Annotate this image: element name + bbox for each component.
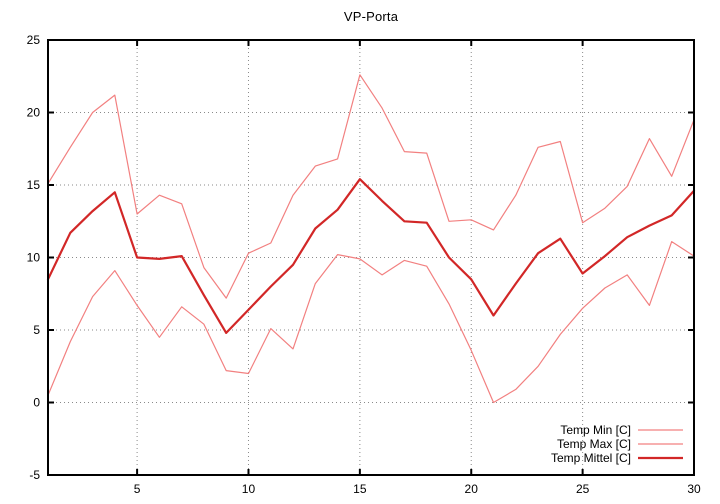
legend-label: Temp Min [C] [560,423,631,437]
x-tick-label: 10 [242,482,256,496]
y-tick-label: 25 [27,33,41,47]
series-line-temp-min-c [47,241,695,404]
legend-label: Temp Max [C] [557,437,631,451]
x-tick-label: 30 [687,482,701,496]
x-tick-label: 15 [353,482,367,496]
y-tick-label: 15 [27,178,41,192]
y-tick-label: 10 [27,251,41,265]
y-tick-label: 20 [27,106,41,120]
chart-title: VP-Porta [343,9,399,24]
series-line-temp-max-c [47,74,695,299]
x-tick-label: 20 [465,482,479,496]
series-line-temp-mittel-c [46,178,696,334]
y-tick-label: 0 [33,396,40,410]
x-tick-label: 5 [134,482,141,496]
y-tick-label: -5 [29,468,40,482]
x-tick-label: 25 [576,482,590,496]
legend-label: Temp Mittel [C] [551,451,631,465]
y-tick-label: 5 [33,323,40,337]
